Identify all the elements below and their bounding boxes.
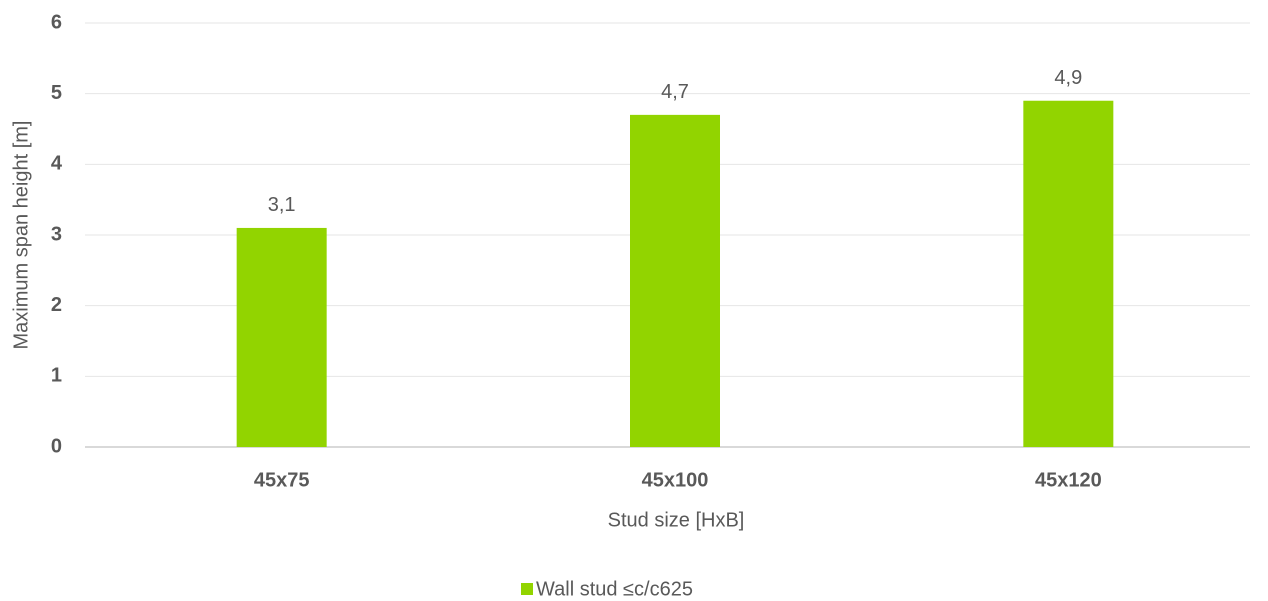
y-tick-label: 2 bbox=[51, 294, 62, 316]
bar bbox=[1023, 100, 1114, 447]
legend-label: Wall stud ≤c/c625 bbox=[536, 578, 693, 600]
y-tick-label: 6 bbox=[51, 11, 62, 33]
x-axis-title: Stud size [HxB] bbox=[608, 509, 745, 531]
x-tick-label: 45x75 bbox=[254, 469, 310, 491]
bar bbox=[630, 114, 720, 447]
y-tick-label: 3 bbox=[51, 223, 62, 245]
x-tick-label: 45x120 bbox=[1035, 469, 1102, 491]
bar bbox=[236, 227, 327, 447]
y-tick-label: 5 bbox=[51, 82, 62, 104]
y-axis-title: Maximum span height [m] bbox=[10, 121, 32, 350]
legend-swatch bbox=[521, 583, 533, 595]
x-tick-label: 45x100 bbox=[642, 469, 709, 491]
data-label: 4,7 bbox=[661, 81, 689, 103]
y-tick-label: 1 bbox=[51, 365, 62, 387]
data-label: 3,1 bbox=[268, 194, 296, 216]
y-tick-label: 4 bbox=[51, 153, 63, 175]
y-tick-label: 0 bbox=[51, 435, 62, 457]
data-label: 4,9 bbox=[1054, 67, 1082, 89]
